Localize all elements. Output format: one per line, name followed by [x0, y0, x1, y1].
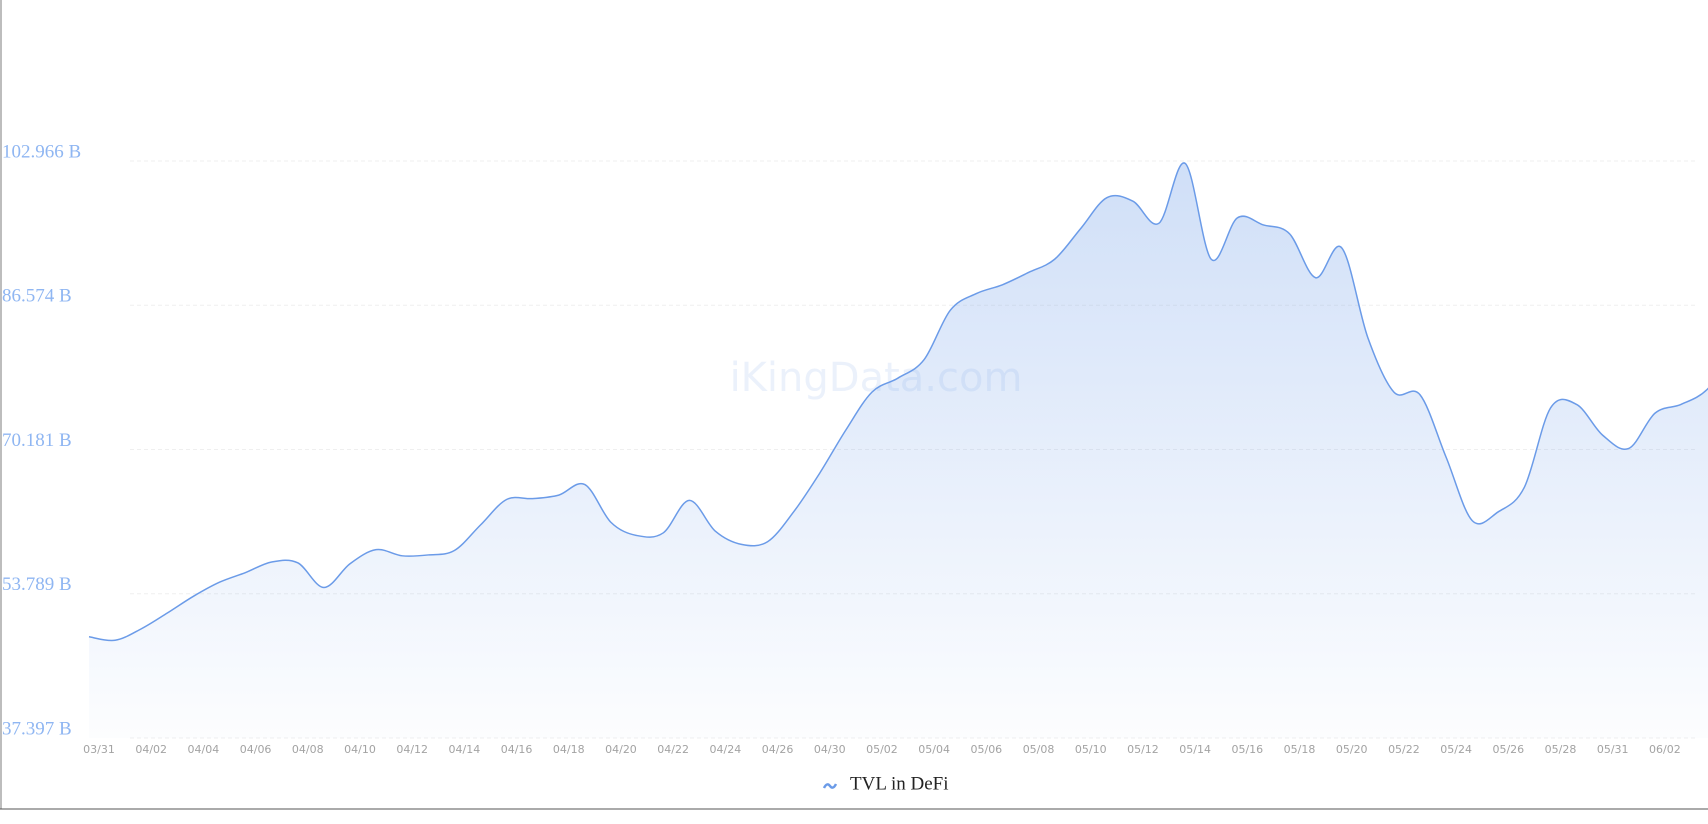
x-tick-label: 04/20: [605, 743, 637, 756]
x-tick-label: 05/31: [1597, 743, 1629, 756]
line: [88, 162, 1708, 642]
y-tick-label: 53.789 B: [2, 574, 72, 595]
x-tick-label: 05/22: [1388, 743, 1420, 756]
x-tick-label: 05/26: [1492, 743, 1524, 756]
legend-icon: [822, 783, 838, 789]
x-tick-label: 05/24: [1440, 743, 1472, 756]
x-tick-label: 04/22: [657, 743, 689, 756]
x-tick-label: 06/02: [1649, 743, 1681, 756]
x-tick-label: 04/16: [501, 743, 533, 756]
x-tick-label: 04/10: [344, 743, 376, 756]
x-tick-label: 05/08: [1023, 743, 1055, 756]
y-tick-label: 86.574 B: [2, 286, 72, 307]
x-tick-label: 05/02: [866, 743, 898, 756]
area-fill: [89, 163, 1708, 738]
x-tick-label: 05/10: [1075, 743, 1107, 756]
x-tick-label: 04/12: [396, 743, 428, 756]
legend-label: TVL in DeFi: [850, 773, 949, 794]
x-tick-label: 04/08: [292, 743, 324, 756]
x-tick-label: 05/14: [1179, 743, 1211, 756]
y-tick-label: 102.966 B: [2, 141, 81, 162]
x-tick-label: 03/31: [83, 743, 115, 756]
y-tick-label: 70.181 B: [2, 430, 72, 451]
x-tick-label: 05/18: [1284, 743, 1316, 756]
x-tick-label: 04/06: [240, 743, 272, 756]
x-tick-label: 04/14: [449, 743, 481, 756]
x-tick-label: 05/20: [1336, 743, 1368, 756]
x-tick-label: 04/02: [135, 743, 167, 756]
x-tick-label: 05/28: [1545, 743, 1577, 756]
x-tick-label: 04/18: [553, 743, 585, 756]
x-tick-label: 05/16: [1231, 743, 1263, 756]
x-tick-label: 04/26: [762, 743, 794, 756]
x-tick-label: 05/12: [1127, 743, 1159, 756]
x-tick-label: 04/24: [710, 743, 742, 756]
x-tick-label: 05/06: [970, 743, 1002, 756]
x-tick-label: 04/30: [814, 743, 846, 756]
y-tick-label: 37.397 B: [2, 718, 72, 739]
x-tick-label: 05/04: [918, 743, 950, 756]
x-tick-label: 04/04: [188, 743, 220, 756]
